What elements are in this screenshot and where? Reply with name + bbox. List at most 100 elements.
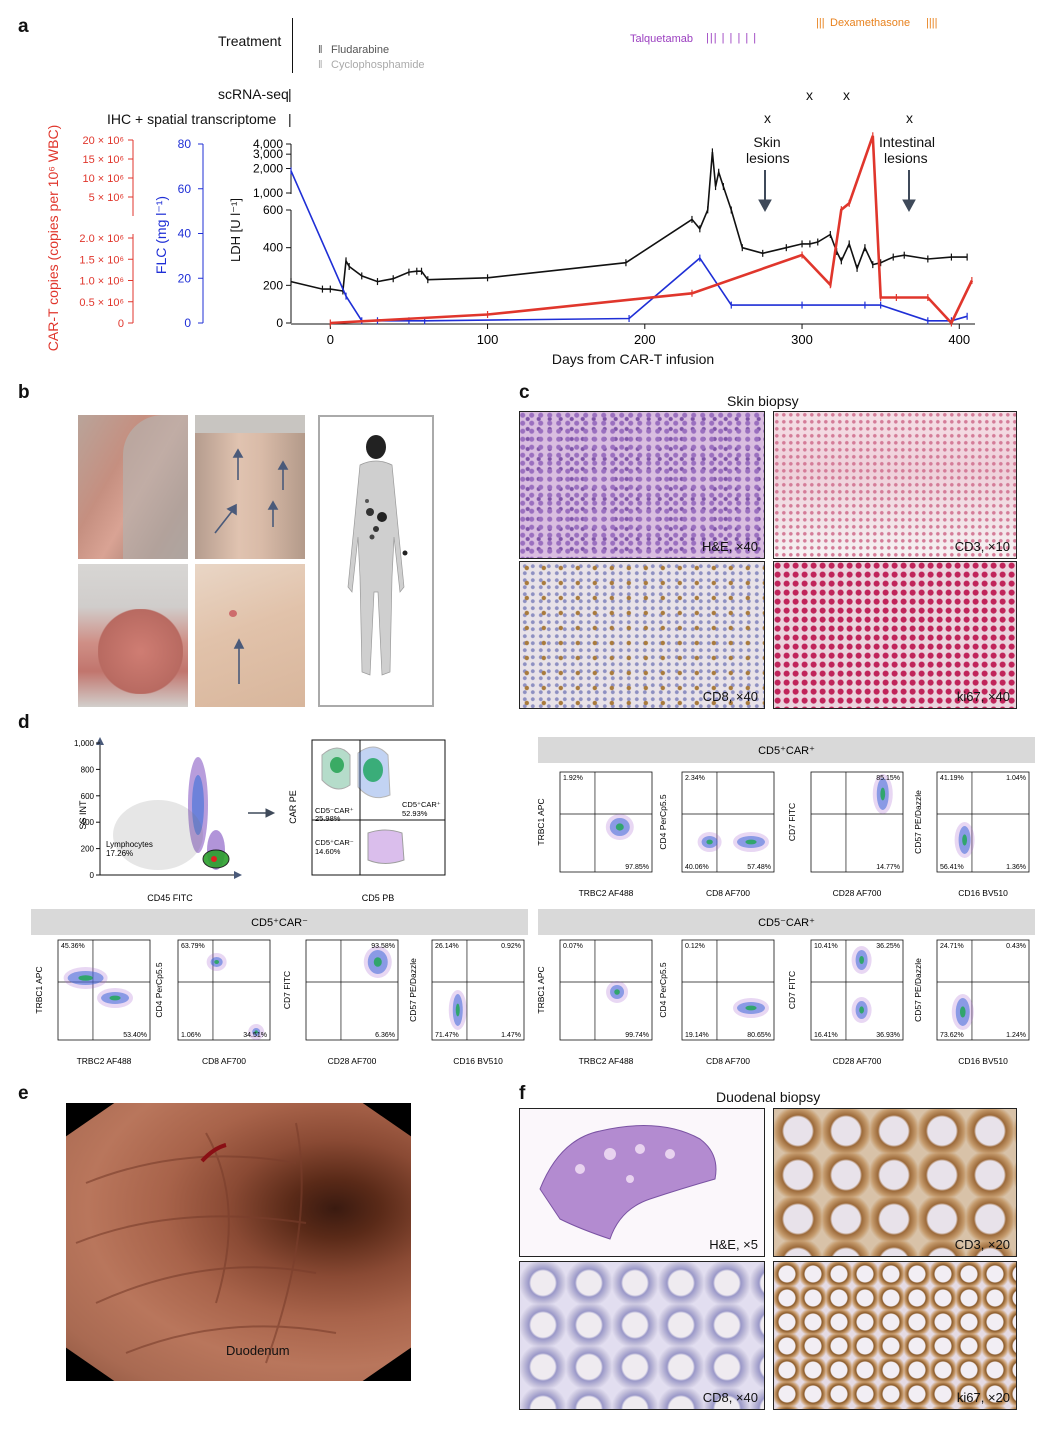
skin-lesions-line1: Skin xyxy=(753,134,781,150)
scrna-tick: | xyxy=(288,86,292,102)
flow-plot-frame xyxy=(936,939,1030,1041)
gating-y-tick-label: 600 xyxy=(81,792,95,801)
quadrant-pct: 63.79% xyxy=(181,943,205,950)
series-car-t-copies-line xyxy=(330,135,974,326)
flow-y-label: TRBC1 APC xyxy=(536,966,546,1013)
ldh-tick-label: 400 xyxy=(263,241,283,255)
flow-population-core xyxy=(959,1006,966,1018)
talquetamab-marks: ||| | | | | | xyxy=(706,32,758,44)
gating-y-tick-label: 0 xyxy=(90,871,95,880)
cd45-axis-label: CD45 FITC xyxy=(147,893,193,903)
photo-arm xyxy=(78,415,188,559)
flow-plot: 45.36% 53.40% TRBC2 AF488 TRBC1 APC xyxy=(34,939,151,1066)
x-tick-label: 400 xyxy=(948,332,970,347)
bleeding-spot xyxy=(200,1143,227,1163)
row-label-ihc: IHC + spatial transcriptome xyxy=(107,111,277,127)
flow-plot-frame xyxy=(681,771,775,873)
flow-group-header xyxy=(538,909,1035,935)
flow-x-label: TRBC2 AF488 xyxy=(579,1056,634,1066)
quadrant-pct: 71.47% xyxy=(435,1032,459,1039)
flow-population-core xyxy=(859,1006,864,1014)
skin-cd8-tile: CD8, ×40 xyxy=(519,561,765,709)
car-t-tick-label: 2.0 × 10⁶ xyxy=(79,233,124,245)
skin-biopsy-title: Skin biopsy xyxy=(727,393,799,409)
flow-x-label: TRBC2 AF488 xyxy=(77,1056,132,1066)
quadrant-pct: 99.74% xyxy=(625,1032,649,1039)
photo-shoulder xyxy=(195,564,305,707)
quadrant-pct: 1.47% xyxy=(501,1032,521,1039)
quadrant-pct: 41.19% xyxy=(940,775,964,782)
dexamethasone-marks-left: ||| xyxy=(816,17,825,29)
quadrant-pct: 1.04% xyxy=(1006,775,1026,782)
cyclophosphamide-marks: ‖ xyxy=(318,59,323,71)
skin-cd3-tile: CD3, ×10 xyxy=(773,411,1017,559)
quadrant-pct: 0.92% xyxy=(501,943,521,950)
gating-arrow xyxy=(248,808,276,818)
scrna-mark-1: x xyxy=(806,87,813,103)
quadrant-pct: 57.48% xyxy=(747,864,771,871)
q-cd5pos-carneg: CD5⁺CAR⁻ xyxy=(315,838,354,847)
flow-plot-frame xyxy=(681,939,775,1041)
duo-he-tissue xyxy=(539,1125,717,1240)
flow-plot: 1.92% 97.85% TRBC2 AF488 TRBC1 APC xyxy=(536,771,653,898)
quadrant-pct: 1.92% xyxy=(563,775,583,782)
ihc-mark-skin: x xyxy=(764,110,771,126)
duo-ki67-tile: ki67, ×20 xyxy=(773,1261,1017,1410)
treatment-divider xyxy=(292,18,293,73)
quadrant-pct: 36.25% xyxy=(876,943,900,950)
skin-cd8-label: CD8, ×40 xyxy=(702,689,758,704)
x-tick-label: 300 xyxy=(791,332,813,347)
q-cd5pos-carpos: CD5⁺CAR⁺ xyxy=(402,800,441,809)
car-t-tick-label: 20 × 10⁶ xyxy=(82,135,124,147)
panel-label-f: f xyxy=(519,1083,526,1104)
ldh-tick-label: 4,000 xyxy=(253,137,283,151)
ldh-axis-label: LDH [U l⁻¹] xyxy=(228,198,243,262)
flc-tick-label: 80 xyxy=(178,137,192,151)
flow-group-title: CD5⁺CAR⁺ xyxy=(758,745,815,757)
flc-axis: 80 60 40 20 0 xyxy=(178,137,204,330)
duo-cd8-tile: CD8, ×40 xyxy=(519,1261,765,1410)
flow-x-label: CD16 BV510 xyxy=(453,1056,503,1066)
flow-plot: 41.19% 1.04% 56.41% 1.36% CD16 BV510 CD57 PE/… xyxy=(913,771,1030,898)
gating-y-tick-label: 800 xyxy=(81,765,95,774)
car-t-tick-label: 0.5 × 10⁶ xyxy=(79,297,124,309)
flow-population-core xyxy=(745,839,757,845)
flow-group-header xyxy=(538,737,1035,763)
skin-ki67-tile: ki67, ×40 xyxy=(773,561,1017,709)
flow-plot-frame xyxy=(431,939,525,1041)
car-t-tick-label: 1.0 × 10⁶ xyxy=(79,276,124,288)
flow-population-core xyxy=(745,1005,757,1011)
panel-label-a: a xyxy=(18,16,29,37)
car-t-tick-label: 0 xyxy=(118,318,124,330)
flow-plot-frame xyxy=(936,771,1030,873)
quadrant-pct: 97.85% xyxy=(625,864,649,871)
quadrant-pct: 6.36% xyxy=(375,1032,395,1039)
duo-he-tile: H&E, ×5 xyxy=(519,1108,765,1257)
ldh-tick-label: 200 xyxy=(263,278,283,292)
ldh-tick-label: 3,000 xyxy=(253,147,283,161)
intestinal-lesions-line2: lesions xyxy=(884,150,928,166)
gating-y-tick-label: 1,000 xyxy=(74,739,95,748)
ldh-tick-label: 2,000 xyxy=(253,162,283,176)
quadrant-pct: 26.14% xyxy=(435,943,459,950)
quadrant-pct: 36.93% xyxy=(876,1032,900,1039)
flow-population-core xyxy=(455,1003,460,1017)
q-cd5neg-carpos-pct: 25.98% xyxy=(315,814,341,823)
flow-x-label: CD28 AF700 xyxy=(328,1056,377,1066)
quadrant-pct: 0.07% xyxy=(563,943,583,950)
x-tick-label: 200 xyxy=(634,332,656,347)
flc-tick-label: 40 xyxy=(178,227,192,241)
flow-y-label: CD7 FITC xyxy=(282,971,292,1009)
dexamethasone-marks-right: |||| xyxy=(926,17,938,29)
flow-x-label: CD28 AF700 xyxy=(833,888,882,898)
x-axis-label: Days from CAR-T infusion xyxy=(552,351,714,367)
x-axis: 0 100 200 300 400 xyxy=(291,323,975,347)
row-label-treatment: Treatment xyxy=(218,33,282,49)
photo-hand xyxy=(78,564,188,707)
mucosal-folds xyxy=(75,1122,337,1364)
row-label-scrna: scRNA-seq xyxy=(218,86,289,102)
photo-back xyxy=(195,415,305,559)
flow-y-label: CD7 FITC xyxy=(787,971,797,1009)
